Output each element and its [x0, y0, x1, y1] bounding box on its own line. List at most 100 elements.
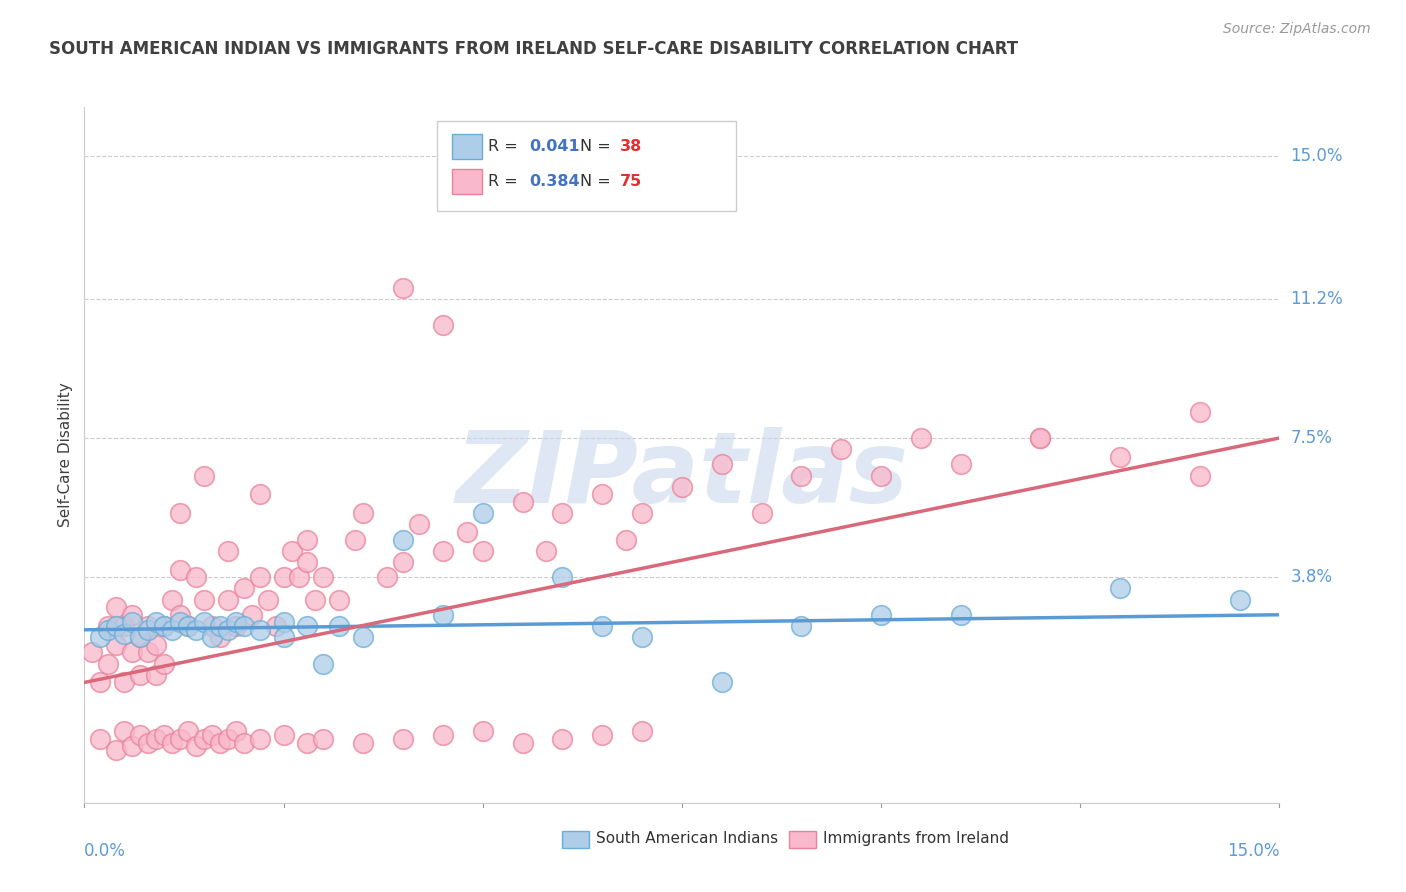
FancyBboxPatch shape	[453, 169, 482, 194]
Point	[136, 645, 159, 659]
Point	[201, 630, 224, 644]
Point	[217, 623, 239, 637]
Point	[312, 570, 335, 584]
Point	[273, 615, 295, 630]
Point	[136, 736, 159, 750]
Point	[432, 318, 454, 333]
Text: 7.5%: 7.5%	[1291, 429, 1333, 447]
Point	[121, 615, 143, 630]
Point	[89, 630, 111, 644]
Point	[631, 724, 654, 739]
Point	[169, 506, 191, 520]
Point	[591, 728, 613, 742]
Text: 15.0%: 15.0%	[1291, 147, 1343, 165]
Point	[177, 619, 200, 633]
Point	[193, 615, 215, 630]
FancyBboxPatch shape	[790, 830, 815, 848]
Point	[129, 630, 152, 644]
Point	[273, 630, 295, 644]
Point	[471, 506, 494, 520]
Text: 0.0%: 0.0%	[84, 842, 127, 860]
Text: N =: N =	[581, 174, 616, 189]
Point	[273, 570, 295, 584]
Text: 38: 38	[620, 139, 643, 154]
Point	[145, 731, 167, 746]
Text: Immigrants from Ireland: Immigrants from Ireland	[823, 831, 1010, 847]
Point	[129, 728, 152, 742]
Point	[790, 468, 813, 483]
Point	[249, 487, 271, 501]
Point	[408, 517, 430, 532]
Point	[671, 480, 693, 494]
Point	[105, 600, 128, 615]
Point	[304, 592, 326, 607]
Text: N =: N =	[581, 139, 616, 154]
Point	[471, 724, 494, 739]
Point	[328, 619, 350, 633]
Point	[160, 592, 183, 607]
Point	[512, 736, 534, 750]
Point	[217, 544, 239, 558]
Point	[105, 619, 128, 633]
Point	[169, 731, 191, 746]
Text: 11.2%: 11.2%	[1291, 290, 1343, 308]
Point	[870, 607, 893, 622]
Point	[184, 570, 207, 584]
Point	[160, 736, 183, 750]
Point	[456, 524, 478, 539]
Point	[297, 555, 319, 569]
Point	[112, 619, 135, 633]
Point	[551, 506, 574, 520]
Point	[112, 675, 135, 690]
Point	[830, 442, 852, 457]
Y-axis label: Self-Care Disability: Self-Care Disability	[58, 383, 73, 527]
Point	[97, 619, 120, 633]
Point	[631, 506, 654, 520]
Point	[432, 607, 454, 622]
Point	[105, 743, 128, 757]
Point	[184, 623, 207, 637]
Point	[432, 728, 454, 742]
Text: 0.384: 0.384	[529, 174, 579, 189]
Point	[184, 739, 207, 754]
Point	[89, 675, 111, 690]
Point	[145, 638, 167, 652]
Point	[217, 592, 239, 607]
Point	[591, 619, 613, 633]
Point	[949, 607, 972, 622]
Text: 0.041: 0.041	[529, 139, 579, 154]
Point	[225, 615, 247, 630]
Text: R =: R =	[488, 174, 523, 189]
Text: 75: 75	[620, 174, 643, 189]
Point	[949, 458, 972, 472]
Point	[1029, 431, 1052, 445]
Point	[160, 623, 183, 637]
Point	[536, 544, 558, 558]
Point	[145, 668, 167, 682]
Point	[344, 533, 367, 547]
Point	[208, 630, 231, 644]
Point	[471, 544, 494, 558]
Point	[328, 592, 350, 607]
Point	[751, 506, 773, 520]
Point	[297, 736, 319, 750]
Point	[201, 619, 224, 633]
Point	[1188, 468, 1211, 483]
Point	[177, 724, 200, 739]
Point	[1229, 592, 1251, 607]
Point	[201, 728, 224, 742]
Point	[631, 630, 654, 644]
Point	[217, 731, 239, 746]
Point	[392, 280, 415, 294]
Point	[288, 570, 311, 584]
Point	[129, 630, 152, 644]
Text: 15.0%: 15.0%	[1227, 842, 1279, 860]
Point	[790, 619, 813, 633]
Text: SOUTH AMERICAN INDIAN VS IMMIGRANTS FROM IRELAND SELF-CARE DISABILITY CORRELATIO: SOUTH AMERICAN INDIAN VS IMMIGRANTS FROM…	[49, 40, 1018, 58]
FancyBboxPatch shape	[562, 830, 589, 848]
Point	[352, 736, 374, 750]
Point	[169, 563, 191, 577]
Point	[89, 731, 111, 746]
Point	[225, 724, 247, 739]
Point	[352, 630, 374, 644]
